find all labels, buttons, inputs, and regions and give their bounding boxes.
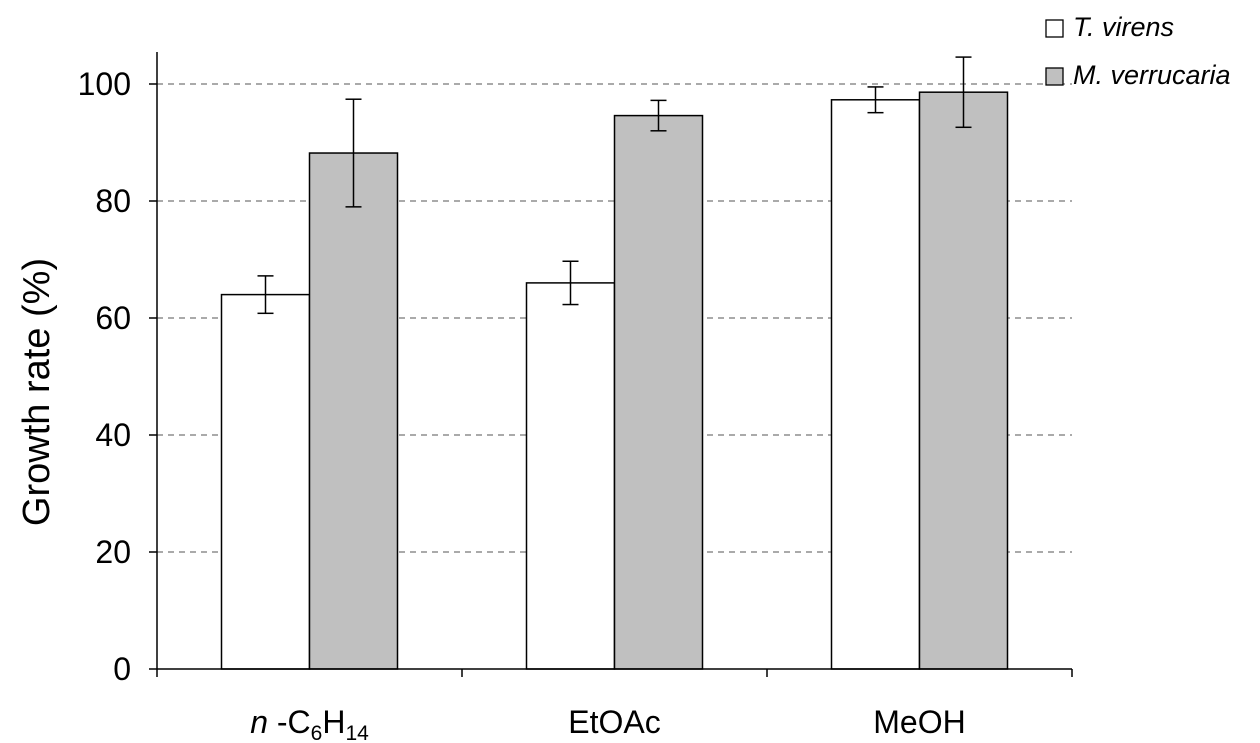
y-tick-label-60: 60 (95, 300, 131, 336)
bar-m-verrucaria-0 (308, 152, 399, 670)
y-tick-label-100: 100 (78, 66, 131, 102)
y-axis-label: Growth rate (%) (16, 258, 58, 526)
bar-t-virens-1 (525, 282, 616, 670)
legend-label-m-verrucaria: M. verrucaria (1073, 60, 1231, 90)
bars (220, 91, 1009, 670)
y-tick-label-80: 80 (95, 183, 131, 219)
axes (149, 52, 1073, 677)
category-subscript: 14 (345, 722, 369, 743)
y-tick-label-40: 40 (95, 417, 131, 453)
category-subscript: 6 (311, 722, 323, 743)
y-tick-label-20: 20 (95, 534, 131, 570)
bar-m-verrucaria-2 (918, 91, 1009, 670)
legend-swatch-t-virens (1045, 19, 1064, 38)
x-category-label-2: MeOH (873, 704, 965, 740)
category-prefix: n (250, 704, 268, 740)
category-text: EtOAc (568, 704, 660, 740)
legend-swatch-m-verrucaria (1045, 67, 1064, 86)
y-tick-labels: 0 20 40 60 80 100 (78, 66, 131, 687)
category-text: -C (268, 704, 311, 740)
legend-label-t-virens: T. virens (1073, 12, 1174, 42)
legend: T. virens M. verrucaria (1045, 12, 1231, 90)
category-text-mid: H (322, 704, 345, 740)
category-text: MeOH (873, 704, 965, 740)
bar-t-virens-0 (220, 293, 311, 670)
y-tick-label-0: 0 (113, 651, 131, 687)
bar-m-verrucaria-1 (613, 114, 704, 670)
bar-t-virens-2 (830, 99, 921, 670)
x-category-label-0: n -C6H14 (250, 704, 369, 743)
x-category-labels: n -C6H14 EtOAc MeOH (250, 704, 966, 743)
error-bars (257, 56, 972, 315)
x-category-label-1: EtOAc (568, 704, 660, 740)
